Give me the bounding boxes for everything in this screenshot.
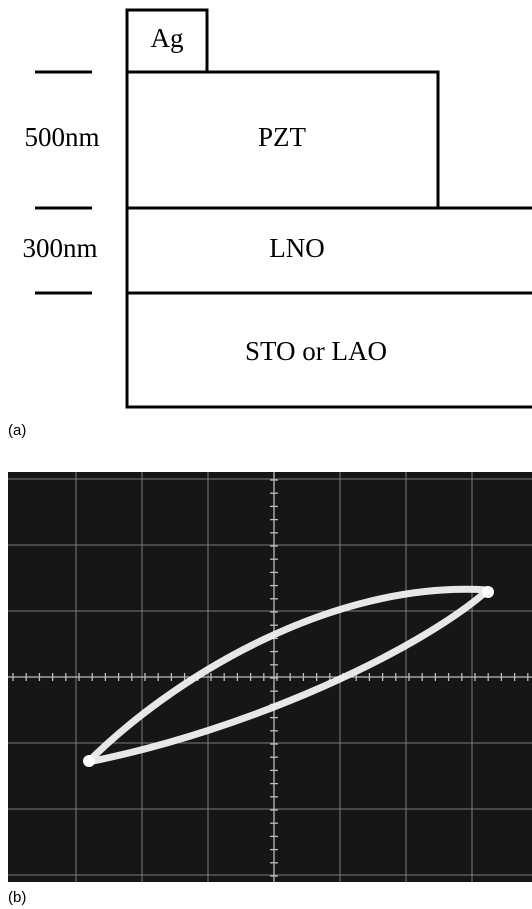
layer-label: STO or LAO bbox=[245, 336, 387, 366]
layer-stack: Ag PZT LNO STO or LAO bbox=[127, 10, 532, 407]
loop-end bbox=[83, 755, 95, 767]
lno-layer bbox=[127, 208, 532, 293]
layer-label: LNO bbox=[269, 233, 325, 263]
thickness-markers: 500nm 300nm bbox=[22, 72, 99, 293]
figure: Ag PZT LNO STO or LAO 500nm 300nm (a) (b… bbox=[0, 0, 532, 909]
thickness-label: 500nm bbox=[24, 122, 99, 152]
thickness-label: 300nm bbox=[22, 233, 97, 263]
oscilloscope-photo bbox=[8, 472, 532, 882]
panel-label: (a) bbox=[8, 422, 26, 439]
panel-label: (b) bbox=[8, 889, 26, 906]
layer-label: PZT bbox=[258, 122, 307, 152]
loop-end bbox=[482, 586, 494, 598]
layer-label: Ag bbox=[151, 23, 184, 53]
